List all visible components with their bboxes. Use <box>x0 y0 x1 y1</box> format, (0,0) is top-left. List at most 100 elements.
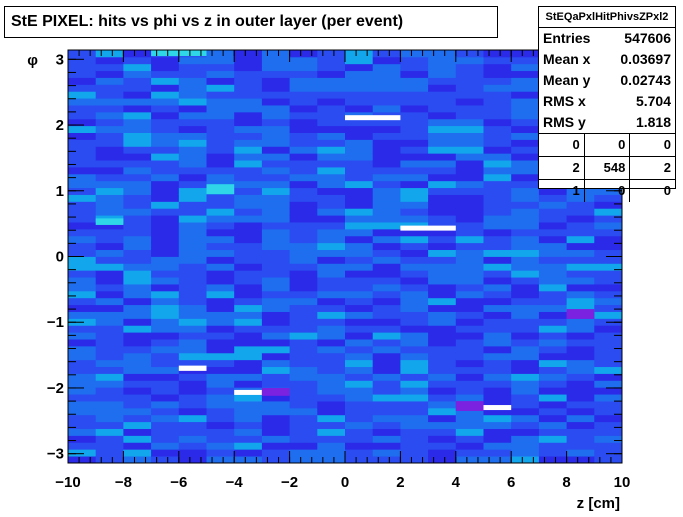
heatmap-cell <box>289 339 318 347</box>
heatmap-cell <box>538 373 567 381</box>
heatmap-cell <box>95 208 124 216</box>
heatmap-cell <box>317 387 346 395</box>
heatmap-cell <box>455 290 484 299</box>
heatmap-cell <box>594 311 623 319</box>
y-tick-label: 1 <box>56 183 64 200</box>
heatmap-cell <box>428 215 457 223</box>
heatmap-cell <box>206 132 235 140</box>
heatmap-cell <box>234 125 263 133</box>
heatmap-cell <box>345 366 374 374</box>
heatmap-cell <box>538 304 567 312</box>
stats-grid-cell: 548 <box>583 157 630 179</box>
heatmap-cell <box>289 167 318 175</box>
heatmap-cell <box>317 160 346 168</box>
heatmap-cell <box>234 139 263 147</box>
heatmap-cell <box>455 132 484 140</box>
heatmap-cell <box>372 387 401 395</box>
x-tick-label: 0 <box>341 474 349 491</box>
heatmap-cell <box>594 187 623 195</box>
heatmap-cell <box>95 407 124 416</box>
heatmap-cell <box>428 242 457 251</box>
heatmap-cell <box>372 249 401 257</box>
heatmap-cell <box>178 290 207 299</box>
heatmap-cell <box>483 352 512 361</box>
heatmap-cell <box>261 332 290 340</box>
heatmap-cell <box>178 91 207 99</box>
heatmap-cell <box>206 222 235 230</box>
heatmap-cell <box>400 146 429 154</box>
heatmap-cell <box>345 277 374 285</box>
heatmap-cell <box>428 249 457 257</box>
heatmap-cell <box>400 456 429 464</box>
heatmap-cell <box>428 277 457 285</box>
heatmap-cell <box>68 139 97 147</box>
heatmap-cell <box>428 339 457 347</box>
heatmap-cell <box>178 380 207 388</box>
heatmap-cell <box>594 263 623 271</box>
heatmap-cell <box>289 249 318 257</box>
heatmap-cell <box>261 180 290 189</box>
heatmap-cell <box>455 256 484 264</box>
heatmap-cell <box>317 428 346 436</box>
heatmap-cell <box>372 84 401 92</box>
heatmap-cell <box>483 311 512 319</box>
heatmap-cell <box>400 194 429 202</box>
heatmap-cell <box>68 345 97 354</box>
heatmap-cell <box>400 235 429 244</box>
heatmap-cell <box>234 456 263 464</box>
heatmap-cell <box>95 222 124 230</box>
heatmap-cell <box>234 77 263 85</box>
heatmap-cell <box>372 125 401 133</box>
heatmap-cell <box>428 270 457 278</box>
heatmap-cell <box>151 242 180 251</box>
heatmap-cell <box>95 146 124 154</box>
heatmap-cell <box>151 111 180 120</box>
heatmap-cell <box>317 407 346 416</box>
heatmap-cell <box>68 339 97 347</box>
heatmap-cell <box>234 359 263 368</box>
stats-label: Mean y <box>543 72 591 88</box>
heatmap-cell <box>261 194 290 202</box>
heatmap-cell <box>95 421 124 429</box>
heatmap-cell <box>261 50 290 58</box>
heatmap-cell <box>483 435 512 443</box>
heatmap-cell <box>317 187 346 195</box>
heatmap-cell <box>483 91 512 99</box>
heatmap-cell <box>261 105 290 113</box>
heatmap-cell <box>483 263 512 271</box>
heatmap-cell <box>151 201 180 209</box>
heatmap-cell <box>234 180 263 189</box>
heatmap-cell <box>289 222 318 230</box>
heatmap-cell <box>261 256 290 264</box>
heatmap-cell <box>538 407 567 416</box>
heatmap-cell <box>317 208 346 216</box>
heatmap-cell <box>234 435 263 443</box>
heatmap-cell <box>400 208 429 216</box>
heatmap-cell <box>483 284 512 292</box>
heatmap-cell <box>151 318 180 326</box>
heatmap-cell <box>178 70 207 78</box>
heatmap-cell <box>483 215 512 223</box>
heatmap-cell <box>317 277 346 285</box>
heatmap-cell <box>566 394 595 402</box>
stats-box: StEQaPxlHitPhivsZPxl2 Entries 547606 Mea… <box>538 6 676 202</box>
heatmap-cell <box>178 414 207 423</box>
heatmap-cell <box>261 173 290 182</box>
heatmap-cell <box>372 63 401 72</box>
heatmap-cell <box>68 284 97 292</box>
heatmap-cell <box>95 77 124 85</box>
heatmap-cell <box>511 380 540 388</box>
heatmap-cell <box>511 173 540 182</box>
heatmap-cell <box>178 228 207 237</box>
heatmap-cell <box>483 380 512 388</box>
heatmap-cell <box>151 407 180 416</box>
heatmap-cell <box>511 63 540 72</box>
heatmap-cell <box>123 421 152 429</box>
heatmap-cell <box>317 242 346 251</box>
heatmap-cell <box>68 277 97 285</box>
heatmap-cell <box>538 270 567 278</box>
stats-grid-row: 0 0 0 <box>539 133 675 156</box>
heatmap-cell <box>206 442 235 450</box>
heatmap-cell <box>261 56 290 65</box>
